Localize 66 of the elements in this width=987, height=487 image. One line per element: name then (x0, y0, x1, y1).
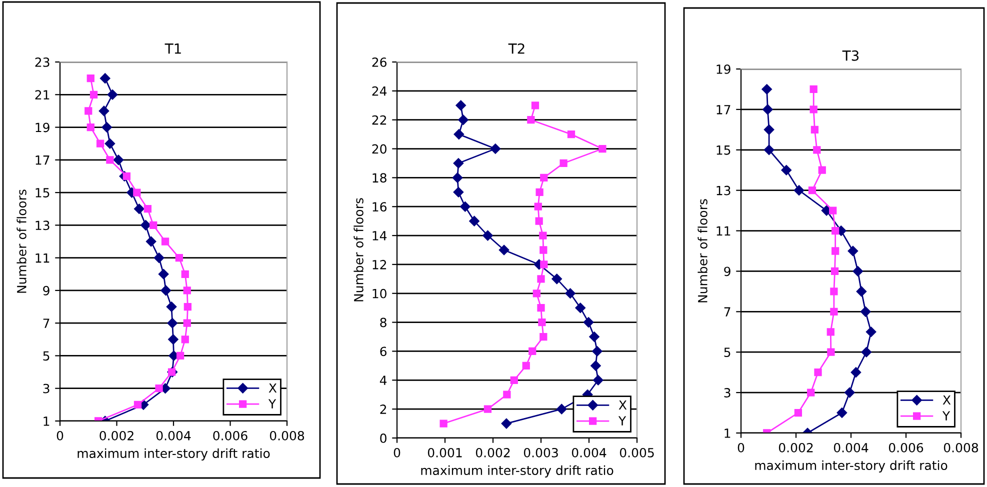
y-tick-label: 26 (372, 57, 386, 67)
x-tick-label: 0.004 (156, 430, 191, 440)
y-tick-label: 4 (380, 376, 387, 385)
y-tick-label: 16 (372, 202, 386, 212)
x-tick-label: 0.006 (888, 442, 924, 452)
legend-label: X (942, 395, 951, 405)
chart-title: T3 (842, 50, 859, 61)
y-tick-label: 6 (380, 346, 386, 356)
y-tick-label: 17 (716, 105, 730, 114)
y-tick-label: 2 (380, 404, 386, 414)
x-tick-label: 0.004 (572, 448, 606, 458)
y-tick-label: 22 (372, 115, 386, 125)
x-tick-label: 0.001 (428, 448, 462, 458)
y-tick-label: 1 (724, 428, 730, 438)
y-tick-label: 11 (716, 226, 730, 236)
y-tick-label: 19 (716, 64, 730, 74)
x-tick-label: 0.002 (476, 448, 510, 458)
x-tick-label: 0.006 (213, 430, 248, 440)
y-tick-label: 5 (724, 348, 730, 358)
x-tick-label: 0.002 (778, 442, 813, 452)
x-tick-label: 0 (394, 448, 400, 458)
legend-label: Y (268, 399, 276, 408)
legend-label: Y (618, 416, 626, 426)
y-axis-title: Number of floors (354, 198, 364, 302)
legend-label: X (618, 400, 627, 410)
x-tick-label: 0.003 (524, 448, 558, 458)
y-tick-label: 21 (35, 90, 50, 100)
y-axis-title: Number of floors (698, 199, 708, 302)
y-axis-title: Number of floors (16, 190, 26, 293)
x-axis-title: maximum inter-story drift ratio (421, 465, 614, 478)
y-tick-label: 15 (36, 188, 50, 198)
x-axis-title: maximum inter-story drift ratio (78, 448, 270, 460)
y-tick-label: 10 (372, 288, 386, 298)
y-tick-label: 7 (724, 307, 730, 316)
y-tick-label: 9 (43, 286, 50, 296)
y-tick-label: 18 (372, 173, 386, 183)
chart-title: T2 (508, 43, 524, 54)
x-tick-label: 0.008 (944, 442, 978, 452)
legend-label: X (268, 383, 277, 393)
y-tick-label: 12 (372, 260, 386, 270)
x-axis-title: maximum inter-story drift ratio (755, 460, 948, 472)
y-tick-label: 17 (36, 156, 50, 165)
y-tick-label: 15 (716, 146, 730, 155)
y-tick-label: 5 (43, 351, 50, 361)
y-tick-label: 14 (372, 231, 387, 240)
y-tick-label: 3 (43, 384, 50, 394)
x-tick-label: 0 (738, 442, 744, 452)
chart-title: T1 (164, 44, 181, 54)
y-tick-label: 19 (36, 122, 50, 132)
y-tick-label: 3 (724, 388, 730, 398)
y-tick-label: 11 (36, 253, 50, 263)
y-tick-label: 20 (372, 144, 386, 154)
x-tick-label: 0 (56, 430, 64, 440)
x-tick-label: 0.004 (834, 442, 868, 452)
y-tick-label: 13 (716, 186, 730, 196)
y-tick-label: 23 (35, 57, 50, 67)
y-tick-label: 13 (36, 220, 50, 230)
x-tick-label: 0.002 (100, 430, 134, 440)
y-tick-label: 7 (43, 318, 50, 328)
y-tick-label: 1 (44, 416, 50, 426)
x-tick-label: 0.008 (270, 430, 304, 440)
x-tick-label: 0.005 (620, 448, 654, 458)
legend-label: Y (942, 411, 950, 420)
y-tick-label: 24 (372, 86, 387, 96)
y-tick-label: 8 (380, 318, 386, 328)
y-tick-label: 9 (724, 266, 730, 276)
